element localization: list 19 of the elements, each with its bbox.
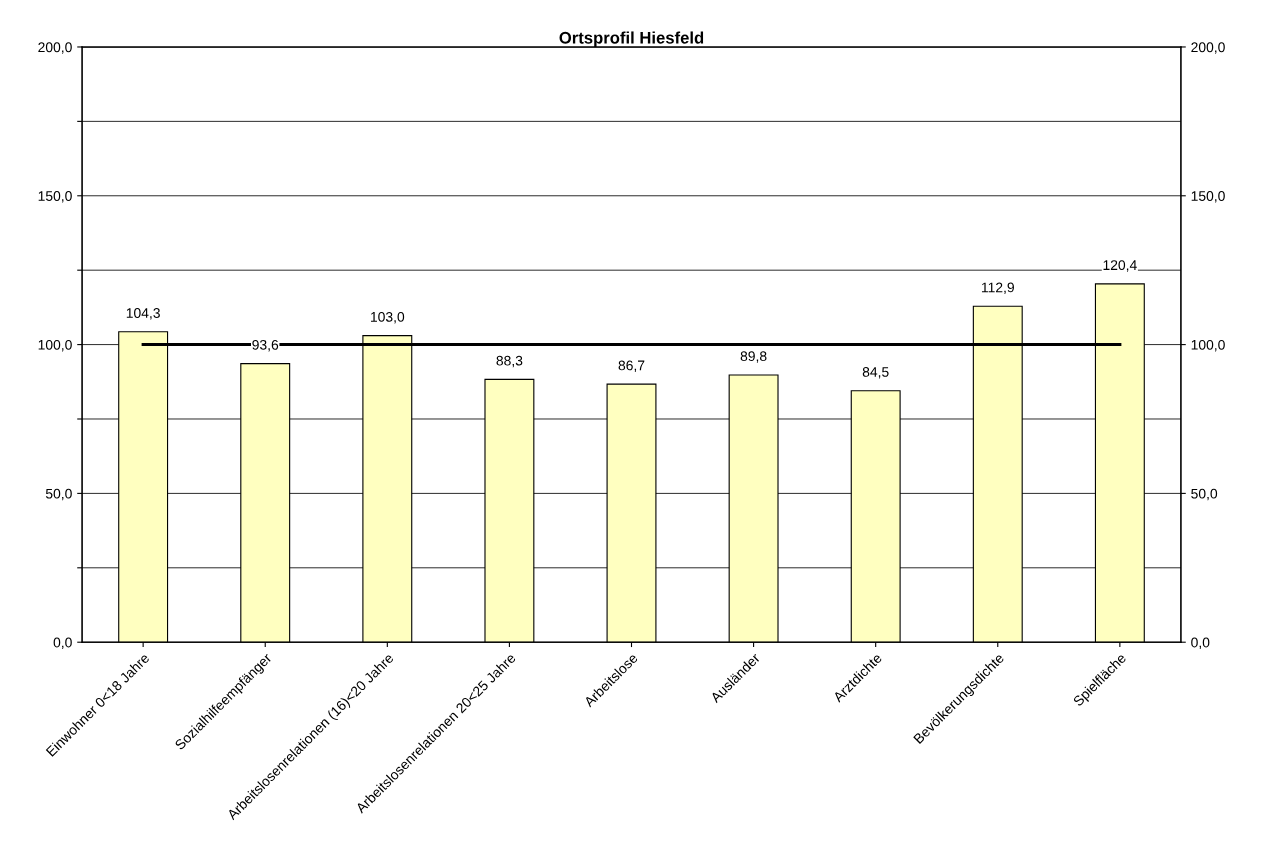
data-label: 112,9 xyxy=(981,282,1014,294)
y2-tick-label: 0,0 xyxy=(1191,637,1210,650)
y-tick-label: 50,0 xyxy=(45,488,72,501)
y-tick-label: 0,0 xyxy=(53,637,72,650)
y2-tick-label: 200,0 xyxy=(1191,42,1225,54)
data-label: 120,4 xyxy=(1103,260,1137,272)
y2-tick-label: 50,0 xyxy=(1191,488,1218,501)
chart-title: Ortsprofil Hiesfeld xyxy=(559,31,704,47)
y2-tick-label: 150,0 xyxy=(1191,191,1225,203)
y-tick-label: 100,0 xyxy=(38,339,72,352)
data-label: 88,3 xyxy=(496,355,523,368)
y-tick-label: 150,0 xyxy=(38,191,72,203)
data-label: 86,7 xyxy=(618,360,645,372)
y2-tick-label: 100,0 xyxy=(1191,339,1225,352)
y-tick-label: 200,0 xyxy=(38,42,72,54)
data-label: 104,3 xyxy=(126,308,160,320)
data-label: 89,8 xyxy=(740,351,767,363)
data-label: 103,0 xyxy=(371,311,405,324)
data-label: 84,5 xyxy=(862,367,889,379)
